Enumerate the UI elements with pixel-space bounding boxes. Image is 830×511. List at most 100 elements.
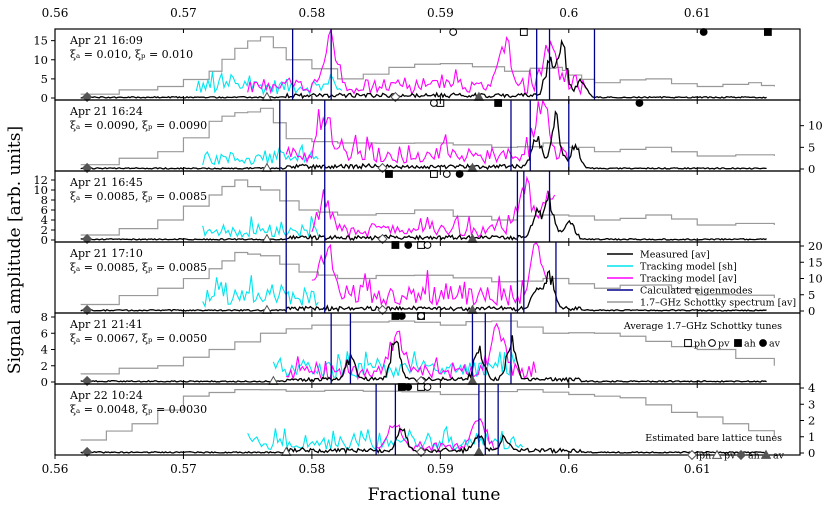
schottky-tune-marker	[397, 383, 406, 391]
bottom-x-tick-label: 0.59	[427, 462, 454, 476]
schottky-legend-marker	[734, 339, 742, 347]
lattice-legend-marker	[711, 449, 723, 459]
schottky-spectrum-line	[80, 36, 775, 95]
panel-frame	[54, 99, 801, 172]
lattice-tune-marker	[467, 375, 478, 385]
tracking-sh-line	[202, 275, 319, 309]
panel-time-label: Apr 21 16:24	[69, 105, 143, 118]
lattice-tune-marker	[473, 446, 485, 456]
lattice-legend-label: av	[773, 451, 785, 462]
y-tick-label: 8	[41, 193, 48, 207]
y-tick-label: 10	[808, 272, 823, 286]
bottom-x-tick-label: 0.58	[299, 462, 326, 476]
panel-plot-area	[80, 100, 775, 171]
y-tick-label: 0	[808, 446, 815, 460]
schottky-legend-label: pv	[718, 339, 730, 350]
panel-chromaticity-label: ξₐ = 0.0048, ξₚ = 0.0030	[70, 403, 207, 416]
schottky-tune-marker	[391, 312, 400, 320]
lattice-legend-marker	[686, 449, 698, 461]
y-tick-label: 0	[808, 304, 815, 318]
y-tick-label: 10	[33, 183, 48, 197]
schottky-tune-marker	[430, 99, 438, 107]
y-tick-label: 0	[808, 162, 815, 176]
panel-chromaticity-label: ξₐ = 0.0085, ξₚ = 0.0085	[70, 190, 207, 203]
y-tick-label: 0	[41, 233, 48, 247]
measured-line	[80, 109, 767, 171]
schottky-tunes-legend: Average 1.7–GHz Schottky tunes ph pv ah av	[623, 321, 782, 350]
y-tick-label: 6	[41, 326, 48, 340]
y-tick-label: 3	[808, 397, 815, 411]
tracking-av-line	[285, 100, 569, 165]
y-tick-label: 2	[808, 414, 815, 428]
y-tick-label: 5	[808, 140, 815, 154]
y-tick-label: 4	[41, 343, 48, 357]
schottky-tune-marker	[635, 99, 644, 107]
top-x-tick-label: 0.61	[684, 6, 711, 20]
lattice-legend-marker	[735, 449, 747, 461]
y-tick-label: 0	[41, 91, 48, 105]
schottky-tune-marker	[397, 312, 406, 320]
schottky-tune-marker	[455, 170, 464, 178]
y-tick-label: 10	[33, 53, 48, 67]
top-x-tick-label: 0.59	[427, 6, 454, 20]
schottky-tune-marker	[404, 241, 413, 249]
panel-time-label: Apr 21 16:09	[69, 34, 143, 47]
y-tick-label: 15	[33, 34, 48, 48]
schottky-legend-label: ah	[744, 339, 756, 350]
y-tick-label: 1	[808, 430, 815, 444]
panel-plot-area	[80, 29, 775, 100]
schottky-tune-marker	[423, 241, 432, 249]
panel-plot-area	[80, 313, 775, 384]
panel-time-label: Apr 21 17:10	[69, 247, 143, 260]
measured-line	[80, 38, 767, 100]
y-tick-label: 5	[808, 288, 815, 302]
panel-time-label: Apr 21 21:41	[69, 318, 143, 331]
schottky-legend-label: ph	[694, 339, 706, 350]
tracking-sh-line	[272, 351, 517, 379]
schottky-tune-marker	[417, 383, 425, 391]
lattice-tunes-legend: Estimated bare lattice tunes ph pv ah av	[645, 433, 784, 462]
panel-chromaticity-label: ξₐ = 0.0085, ξₚ = 0.0085	[70, 261, 207, 274]
measured-line	[80, 269, 767, 313]
schottky-tune-marker	[699, 28, 708, 36]
legend-label: Measured [av]	[640, 250, 710, 261]
lattice-tune-marker	[82, 304, 93, 316]
top-x-tick-label: 0.56	[42, 6, 69, 20]
lattice-legend-label: ph	[699, 451, 711, 462]
schottky-legend-marker	[708, 339, 716, 347]
panel-chromaticity-label: ξₐ = 0.0067, ξₚ = 0.0050	[70, 332, 207, 345]
lattice-tune-marker	[261, 233, 273, 243]
panel-chromaticity-label: ξₐ = 0.010, ξₚ = 0.010	[70, 48, 193, 61]
bottom-x-tick-label: 0.56	[42, 462, 69, 476]
y-tick-label: 12	[33, 173, 48, 187]
tracking-sh-line	[202, 216, 319, 239]
schottky-spectrum-line	[80, 107, 775, 166]
schottky-legend-title: Average 1.7–GHz Schottky tunes	[623, 321, 782, 332]
top-x-tick-label: 0.6	[559, 6, 578, 20]
tracking-sh-line	[202, 143, 319, 166]
schottky-spectrum-line	[80, 320, 775, 375]
lattice-tune-marker	[377, 162, 388, 174]
bottom-x-tick-label: 0.6	[559, 462, 578, 476]
schottky-tune-marker	[519, 28, 528, 36]
measured-line	[80, 335, 767, 383]
schottky-spectrum-line	[80, 251, 775, 306]
y-tick-label: 2	[41, 223, 48, 237]
panel-plot-area	[80, 384, 775, 455]
schottky-tune-marker	[763, 28, 772, 36]
y-tick-label: 8	[41, 310, 48, 324]
panel-time-label: Apr 21 16:45	[69, 176, 143, 189]
tracking-av-line	[311, 242, 549, 307]
schottky-tune-marker	[417, 312, 425, 320]
tracking-av-line	[286, 322, 537, 381]
panel-plot-area	[80, 242, 775, 313]
schottky-tune-marker	[442, 170, 451, 178]
lattice-tune-marker	[377, 233, 388, 245]
lattice-legend-label: ah	[748, 451, 760, 462]
